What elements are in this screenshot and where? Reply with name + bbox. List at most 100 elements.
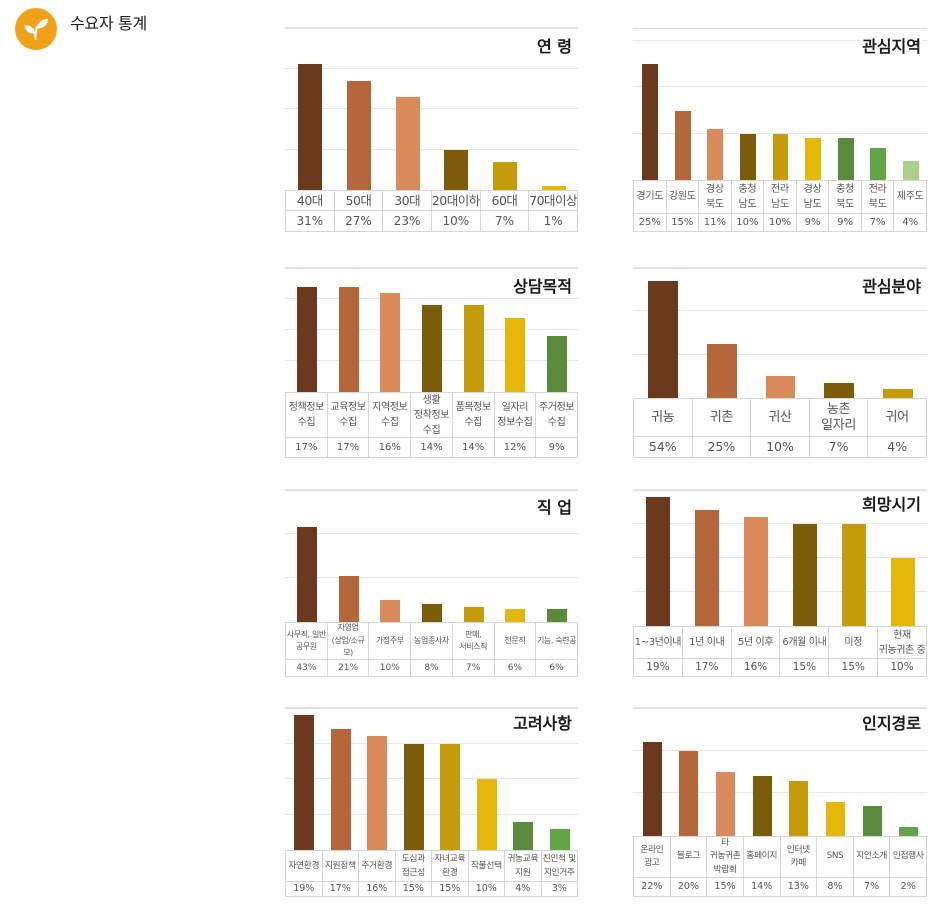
desired-timing-value-number: 10 <box>890 661 904 674</box>
considerations-category-label: 친인척 및 지인거주 <box>542 851 578 881</box>
awareness-channel-value-unit: % <box>906 881 916 893</box>
region-interest-value-label: 15% <box>667 214 700 231</box>
awareness-channel-value-label: 15% <box>707 878 744 896</box>
awareness-channel-value-number: 7 <box>864 881 871 893</box>
region-interest-category-text: 강원도 <box>668 191 696 203</box>
field-interest-value-unit: % <box>664 438 677 454</box>
region-interest-category-label: 강원도 <box>667 181 700 213</box>
desired-timing-value-label: 17% <box>683 659 732 676</box>
considerations-plot-area <box>285 707 578 850</box>
desired-timing-gridline <box>633 489 927 490</box>
occupation-category-text: 자영업 (상업/소규 모) <box>331 623 365 658</box>
age-category-text: 40대 <box>296 193 323 208</box>
awareness-channel-value-number: 20 <box>677 881 690 893</box>
field-interest-category-text: 귀농 <box>651 409 675 425</box>
age-chart: 연 령 40대 50대 30대 20대이하 60대 70대이상 31% 27% 23% 10% 7% 1… <box>285 27 578 232</box>
field-interest-gridline <box>633 267 927 268</box>
age-category-text: 70대이상 <box>529 193 578 208</box>
awareness-channel-bar <box>642 742 662 836</box>
awareness-channel-value-label: 22% <box>634 878 671 896</box>
field-interest-gridline <box>633 310 927 312</box>
occupation-gridline <box>285 489 578 490</box>
occupation-gridline <box>285 533 578 534</box>
considerations-category-label: 도심과 접근성 <box>396 851 432 881</box>
field-interest-category-row: 귀농 귀촌 귀산 농촌 일자리 귀어 <box>633 398 927 437</box>
awareness-channel-category-text: 홈페이지 <box>746 851 778 862</box>
occupation-value-number: 6 <box>507 662 514 673</box>
page-header: 수요자 통계 <box>15 8 335 50</box>
occupation-bar <box>463 606 484 622</box>
field-interest-category-text: 귀어 <box>885 409 910 425</box>
occupation-category-text: 기능, 숙련공 <box>537 635 577 645</box>
age-value-unit: % <box>409 214 421 228</box>
desired-timing-top-border <box>633 490 927 491</box>
occupation-value-number: 7 <box>466 662 472 673</box>
awareness-channel-value-label: 13% <box>781 878 818 896</box>
occupation-category-label: 판매, 서비스직 <box>453 623 495 659</box>
field-interest-chart: 관심분야 귀농 귀촌 귀산 농촌 일자리 귀어 54% 25% 10% 7% 4% <box>633 267 927 458</box>
region-interest-value-label: 9% <box>829 214 862 231</box>
consult-purpose-category-label: 지역정보 수집 <box>369 393 412 437</box>
awareness-channel-value-label: 2% <box>890 878 927 896</box>
awareness-channel-category-text: 타 귀농귀촌 박람회 <box>709 837 741 875</box>
considerations-value-number: 15 <box>439 883 452 895</box>
region-interest-category-label: 경상 남도 <box>797 181 830 213</box>
considerations-category-text: 도심과 접근성 <box>401 854 425 878</box>
consult-purpose-value-label: 9% <box>536 438 578 457</box>
occupation-value-number: 10 <box>379 662 392 673</box>
region-interest-value-number: 10 <box>736 216 750 228</box>
considerations-value-unit: % <box>305 883 315 895</box>
region-interest-value-number: 15 <box>671 216 684 228</box>
occupation-value-label: 6% <box>536 660 578 676</box>
desired-timing-value-number: 15 <box>841 661 855 674</box>
considerations-bar <box>476 779 497 850</box>
region-interest-value-number: 9 <box>804 216 811 228</box>
awareness-channel-bar <box>752 776 772 836</box>
field-interest-category-text: 귀촌 <box>709 409 734 425</box>
considerations-gridline <box>285 813 578 815</box>
age-bar <box>298 64 323 190</box>
awareness-channel-value-unit: % <box>726 881 736 893</box>
desired-timing-bar <box>792 524 817 626</box>
considerations-category-text: 친인척 및 지인거주 <box>542 854 577 878</box>
considerations-category-label: 자녀교육 환경 <box>432 851 469 881</box>
consult-purpose-value-number: 12 <box>503 441 517 453</box>
awareness-channel-value-number: 15 <box>714 881 727 893</box>
consult-purpose-category-text: 주거정보 수집 <box>538 402 575 428</box>
field-interest-value-label: 25% <box>693 437 752 457</box>
field-interest-value-unit: % <box>723 438 736 454</box>
awareness-channel-bar <box>789 780 809 836</box>
age-value-number: 31 <box>296 214 312 228</box>
consult-purpose-category-row: 정책정보 수집 교육정보 수집 지역정보 수집 생활 정착정보 수집 품목정보 수집 일자… <box>285 392 578 438</box>
awareness-channel-category-label: 인터넷 카페 <box>781 837 818 877</box>
considerations-value-label: 15% <box>432 882 469 896</box>
awareness-channel-category-label: 인접행사 <box>890 837 927 877</box>
consult-purpose-bar <box>296 286 317 392</box>
awareness-channel-top-border <box>633 708 927 709</box>
age-value-number: 27 <box>345 214 361 228</box>
considerations-category-label: 자연환경 <box>286 851 323 881</box>
age-bar <box>541 185 566 190</box>
region-interest-value-row: 25% 15% 11% 10% 10% 9% 9% 7% 4% <box>633 214 927 232</box>
consult-purpose-gridline <box>285 298 578 299</box>
awareness-channel-category-row: 온라인 광고 블로그 타 귀농귀촌 박람회 홈페이지 인터넷 카페 SNS 지인소개 인접행사 <box>633 836 927 878</box>
desired-timing-category-text: 1년 이내 <box>689 637 725 648</box>
occupation-category-text: 사무직, 일반 공무원 <box>286 629 326 652</box>
region-interest-category-text: 전라 북도 <box>868 183 887 211</box>
consult-purpose-value-label: 14% <box>453 438 495 457</box>
field-interest-bar <box>648 281 679 398</box>
awareness-channel-bar <box>862 806 882 836</box>
considerations-category-label: 주거환경 <box>359 851 396 881</box>
region-interest-category-text: 경상 남도 <box>803 183 822 211</box>
considerations-value-number: 3 <box>551 883 558 895</box>
consult-purpose-value-label: 17% <box>328 438 370 457</box>
awareness-channel-value-number: 14 <box>751 881 764 893</box>
age-chart-title: 연 령 <box>534 37 574 57</box>
field-interest-top-border <box>633 268 927 269</box>
field-interest-category-label: 귀어 <box>868 399 927 436</box>
age-value-number: 23 <box>393 214 410 228</box>
considerations-gridline <box>285 707 578 708</box>
considerations-value-label: 19% <box>286 882 323 896</box>
occupation-value-number: 21 <box>338 662 350 673</box>
